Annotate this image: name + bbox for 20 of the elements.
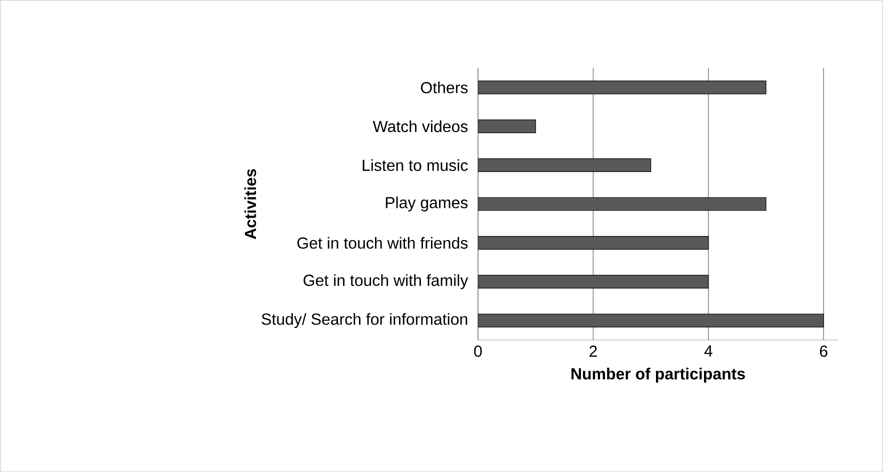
x-tick-label: 4 [704, 346, 712, 357]
y-tick-label: Play games [386, 196, 468, 212]
bar [478, 236, 709, 250]
bar [478, 197, 766, 211]
y-tick-label: Get in touch with friends [297, 236, 468, 249]
y-tick-label: Watch videos [372, 120, 468, 132]
y-tick-label: Listen to music [362, 159, 468, 172]
y-tick-label: Others [420, 82, 468, 94]
bar [478, 80, 766, 94]
x-axis-title: Number of participants [572, 368, 745, 383]
x-tick-label: 0 [474, 346, 482, 357]
y-tick-label: Get in touch with family [304, 274, 468, 290]
y-axis-title: Activities [244, 169, 256, 240]
y-tick-label: Study/ Search for information [262, 313, 468, 328]
bar [478, 158, 652, 172]
bar [478, 274, 709, 289]
x-tick-label: 6 [820, 346, 828, 357]
bar [478, 314, 824, 328]
bar [478, 119, 536, 134]
x-tick-label: 2 [590, 346, 597, 357]
